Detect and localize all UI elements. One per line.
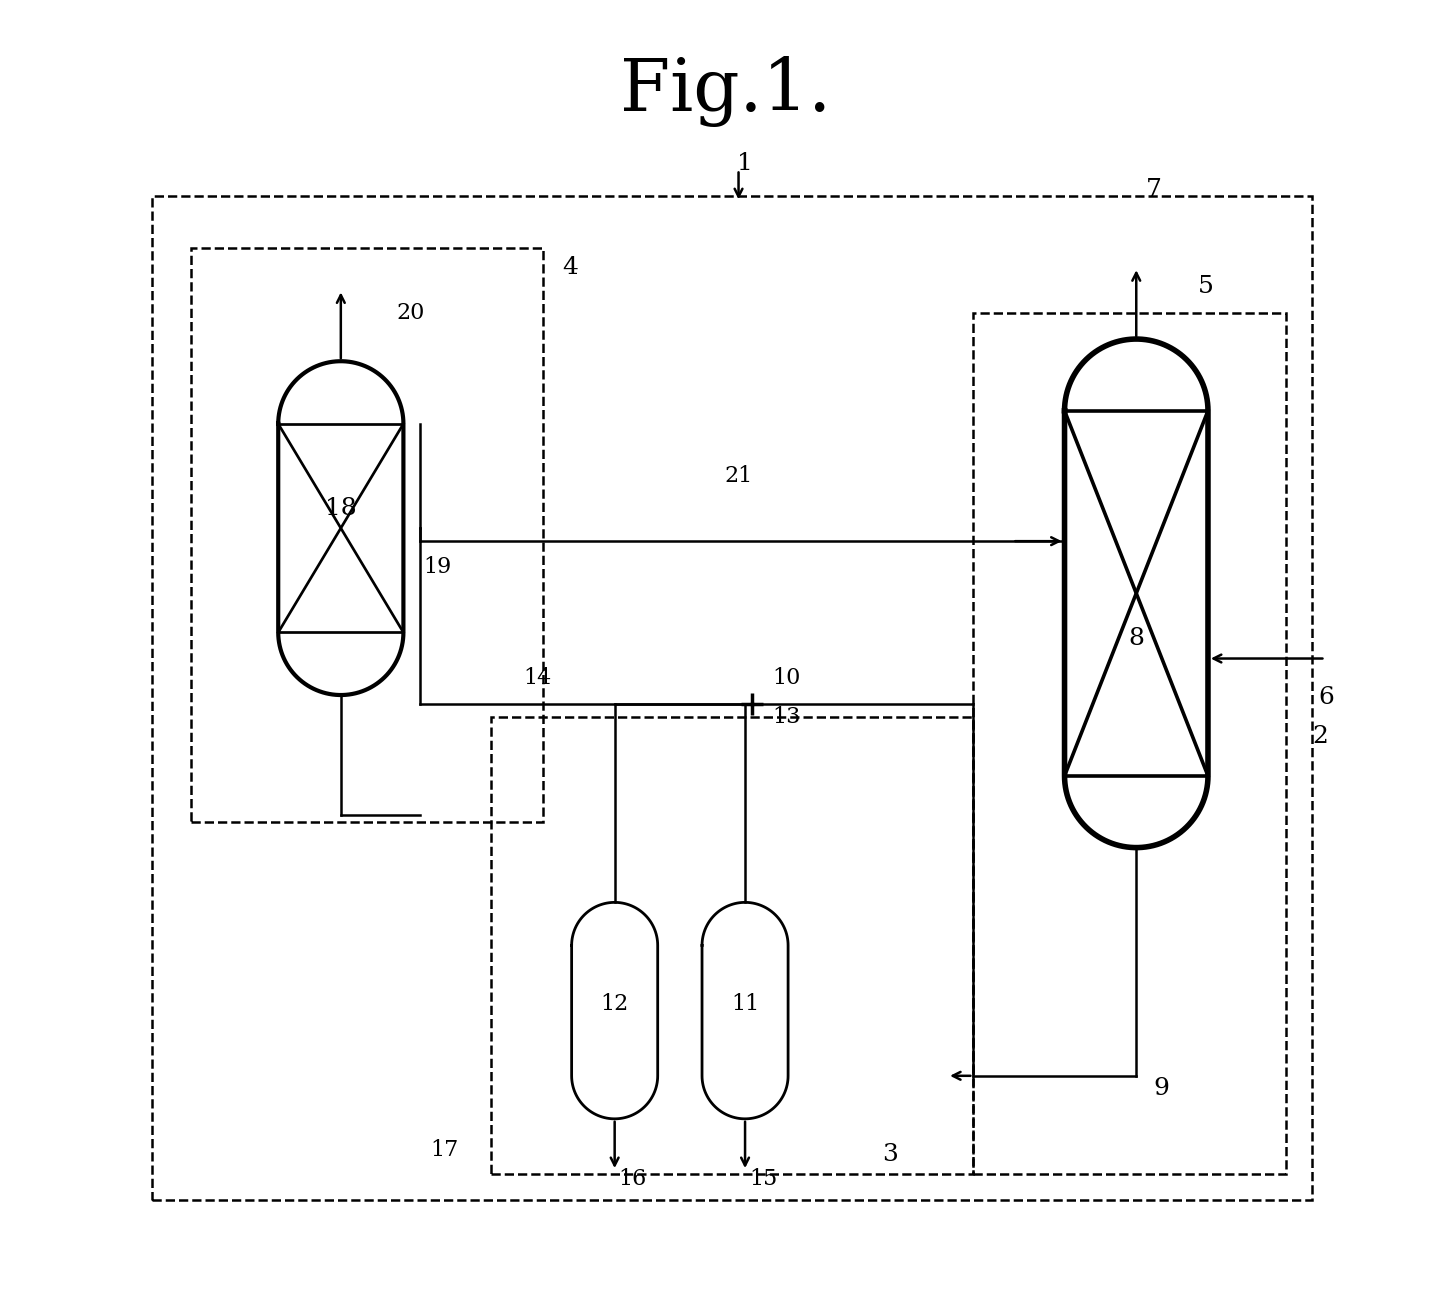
Text: 17: 17	[429, 1140, 459, 1161]
Text: 12: 12	[601, 994, 628, 1015]
Text: 21: 21	[724, 466, 753, 486]
Text: 6: 6	[1319, 686, 1335, 709]
Text: 16: 16	[618, 1168, 647, 1189]
Text: 15: 15	[749, 1168, 778, 1189]
Text: 20: 20	[398, 303, 425, 323]
Text: 8: 8	[1129, 627, 1145, 651]
Text: 5: 5	[1197, 275, 1213, 299]
Text: 3: 3	[882, 1142, 898, 1166]
Text: 13: 13	[772, 707, 801, 728]
Text: 9: 9	[1154, 1077, 1170, 1101]
Text: 7: 7	[1145, 177, 1161, 201]
Text: 14: 14	[524, 668, 551, 689]
Text: Fig.1.: Fig.1.	[620, 56, 831, 126]
Text: 2: 2	[1312, 725, 1328, 748]
Text: 19: 19	[424, 557, 451, 578]
Text: 18: 18	[325, 497, 357, 520]
Text: 1: 1	[737, 151, 753, 175]
Text: 10: 10	[772, 668, 801, 689]
Text: 4: 4	[563, 256, 579, 279]
Text: 11: 11	[731, 994, 759, 1015]
